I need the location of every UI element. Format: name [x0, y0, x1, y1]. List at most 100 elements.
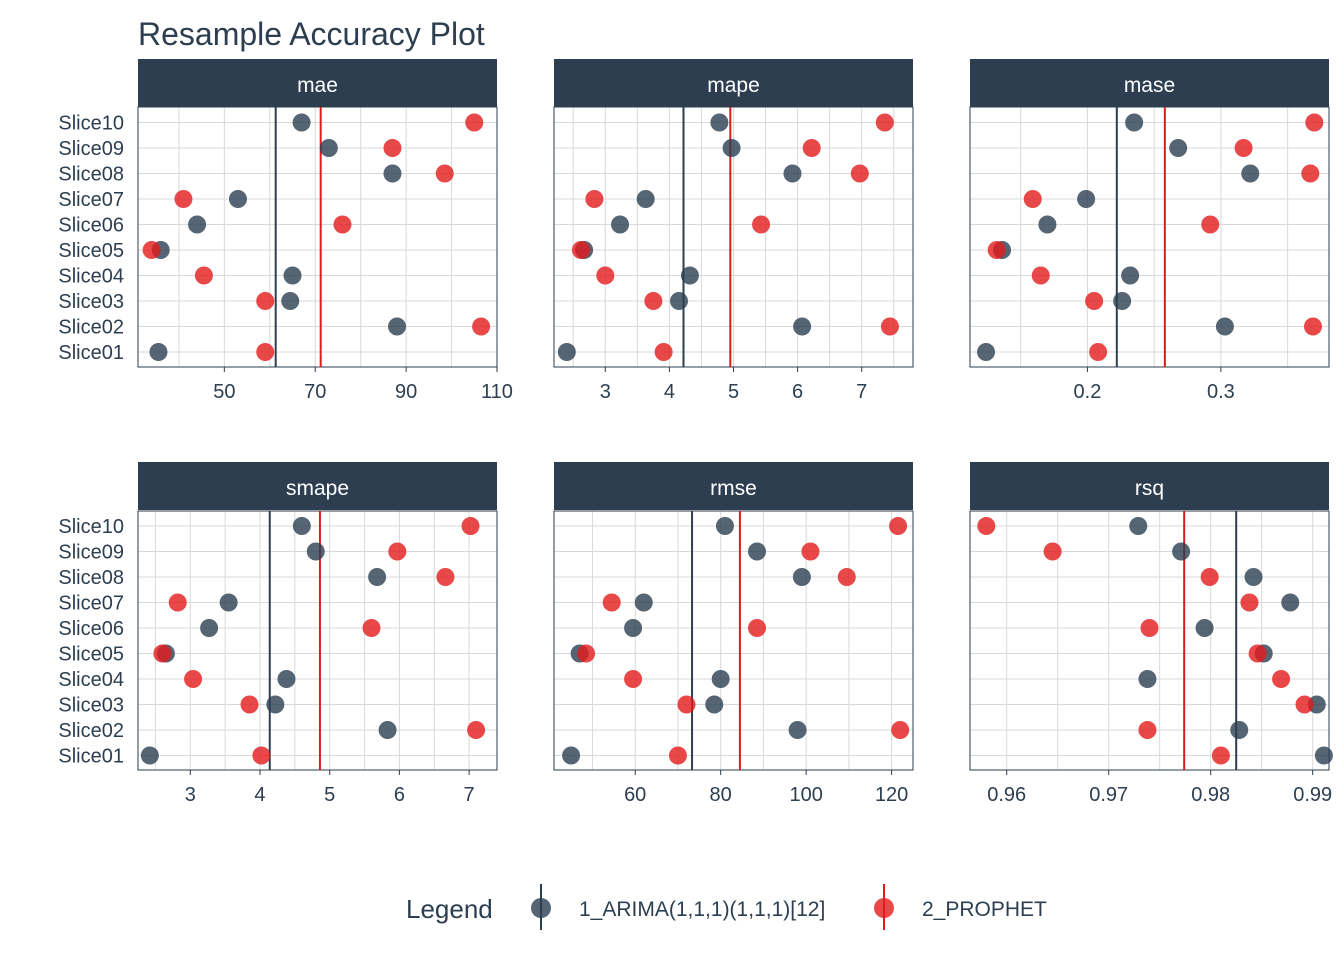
point-prophet: [1201, 215, 1220, 234]
point-prophet: [467, 721, 486, 739]
point-arima: [266, 695, 285, 714]
point-prophet: [1305, 113, 1324, 132]
point-prophet: [1023, 190, 1042, 208]
x-tick-label: 0.2: [1074, 381, 1102, 403]
legend-label: 1_ARIMA(1,1,1)(1,1,1)[12]: [579, 898, 825, 921]
point-arima: [793, 317, 812, 336]
point-arima: [219, 593, 238, 612]
y-tick-label: Slice10: [58, 516, 124, 538]
point-arima: [292, 517, 311, 535]
x-tick-label: 0.99: [1293, 784, 1332, 806]
point-arima: [1314, 746, 1333, 765]
point-prophet: [240, 695, 259, 714]
x-tick-label: 3: [600, 381, 611, 403]
x-tick-label: 0.98: [1191, 784, 1230, 806]
point-arima: [748, 542, 767, 561]
panel-mae: mae 50 70 90 110 Slice01 Slice02 Slice03 Slice04…: [58, 59, 513, 403]
point-arima: [788, 721, 807, 739]
legend-key-point: [531, 898, 551, 918]
point-prophet: [585, 190, 604, 208]
point-prophet: [889, 517, 908, 535]
point-prophet: [1248, 644, 1267, 663]
y-tick-label: Slice05: [58, 644, 124, 666]
strip-label-mase: mase: [1124, 74, 1175, 97]
point-prophet: [891, 721, 910, 739]
point-arima: [1125, 113, 1144, 132]
point-arima: [562, 746, 581, 765]
point-arima: [1172, 542, 1191, 561]
point-prophet: [837, 568, 856, 586]
point-prophet: [333, 215, 352, 234]
point-prophet: [1211, 746, 1230, 765]
point-arima: [149, 343, 168, 361]
point-prophet: [602, 593, 621, 612]
panel-border: [553, 510, 914, 771]
point-prophet: [1043, 542, 1062, 561]
y-tick-label: Slice07: [58, 593, 124, 615]
point-prophet: [461, 517, 480, 535]
point-arima: [383, 164, 402, 183]
y-tick-label: Slice01: [58, 746, 124, 768]
point-prophet: [644, 292, 663, 310]
point-arima: [292, 113, 311, 132]
point-prophet: [1295, 695, 1314, 714]
point-prophet: [184, 670, 203, 688]
panels: mae 50 70 90 110 Slice01 Slice02 Slice03 Slice04…: [58, 59, 1333, 806]
point-prophet: [977, 517, 996, 535]
legend: Legend 1_ARIMA(1,1,1)(1,1,1)[12] 2_PROPHET: [406, 884, 1047, 930]
panel-border: [969, 106, 1330, 368]
point-arima: [1215, 317, 1234, 336]
point-prophet: [153, 644, 172, 663]
point-prophet: [1089, 343, 1108, 361]
point-arima: [1281, 593, 1300, 612]
point-prophet: [571, 241, 590, 259]
point-arima: [368, 568, 387, 586]
strip-rmse: [554, 462, 913, 510]
point-prophet: [142, 241, 161, 259]
strip-label-rmse: rmse: [710, 477, 757, 500]
point-arima: [722, 139, 741, 157]
y-tick-label: Slice07: [58, 189, 124, 211]
point-arima: [670, 292, 689, 310]
point-arima: [792, 568, 811, 586]
point-prophet: [748, 619, 767, 637]
strip-label-rsq: rsq: [1135, 477, 1164, 500]
x-tick-label: 3: [185, 784, 196, 806]
point-arima: [1038, 215, 1057, 234]
y-tick-label: Slice02: [58, 720, 124, 742]
point-arima: [1113, 292, 1132, 310]
point-arima: [1169, 139, 1188, 157]
point-arima: [715, 517, 734, 535]
point-arima: [283, 266, 302, 285]
point-prophet: [1234, 139, 1253, 157]
point-prophet: [174, 190, 193, 208]
point-prophet: [1200, 568, 1219, 586]
point-prophet: [1240, 593, 1259, 612]
x-tick-label: 110: [481, 381, 513, 403]
point-arima: [1121, 266, 1140, 285]
point-prophet: [194, 266, 213, 285]
panel-border: [137, 106, 498, 368]
point-prophet: [596, 266, 615, 285]
point-arima: [1241, 164, 1260, 183]
point-arima: [188, 215, 207, 234]
strip-label-smape: smape: [286, 477, 349, 500]
strip-smape: [138, 462, 497, 510]
x-tick-label: 80: [710, 784, 732, 806]
point-arima: [611, 215, 630, 234]
point-prophet: [875, 113, 894, 132]
point-prophet: [472, 317, 491, 336]
x-tick-label: 50: [213, 381, 235, 403]
legend-item-prophet: 2_PROPHET: [874, 884, 1047, 930]
point-arima: [977, 343, 996, 361]
point-prophet: [168, 593, 187, 612]
point-prophet: [362, 619, 381, 637]
point-prophet: [1140, 619, 1159, 637]
y-tick-label: Slice01: [58, 342, 124, 364]
point-prophet: [1085, 292, 1104, 310]
point-prophet: [850, 164, 869, 183]
x-tick-label: 4: [664, 381, 675, 403]
point-arima: [1138, 670, 1157, 688]
panel-mape: mape 3 4 5 6 7: [553, 59, 914, 403]
